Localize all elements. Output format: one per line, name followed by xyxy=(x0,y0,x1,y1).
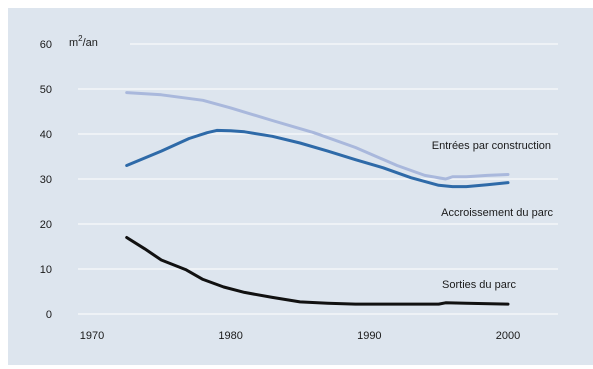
x-tick-label-2000: 2000 xyxy=(496,330,520,342)
chart-panel: 0 10 20 30 40 50 60 1970 1980 1990 2000 m2/an Entr… xyxy=(8,8,593,365)
y-tick-label-20: 20 xyxy=(40,219,52,231)
x-tick-label-1980: 1980 xyxy=(218,330,242,342)
series-layer xyxy=(125,91,510,306)
y-tick-label-10: 10 xyxy=(40,264,52,276)
grid-layer xyxy=(78,43,558,315)
y-unit-superscript: 2 xyxy=(78,34,83,43)
series-line-accroissement xyxy=(125,128,510,189)
y-tick-label-0: 0 xyxy=(46,309,52,321)
y-unit-label: m2/an xyxy=(69,34,98,49)
x-tick-label-1990: 1990 xyxy=(357,330,381,342)
series-label-entrees: Entrées par construction xyxy=(432,140,551,152)
y-tick-label-50: 50 xyxy=(40,84,52,96)
series-line-entrees xyxy=(125,91,510,181)
x-tick-label-1970: 1970 xyxy=(80,330,104,342)
tick-layer: 0 10 20 30 40 50 60 1970 1980 1990 2000 xyxy=(40,39,520,342)
series-line-sorties xyxy=(125,236,510,306)
y-unit-base: m xyxy=(69,37,78,49)
series-label-sorties: Sorties du parc xyxy=(442,279,516,291)
y-unit-rest: /an xyxy=(83,37,98,49)
y-tick-label-30: 30 xyxy=(40,174,52,186)
line-chart: 0 10 20 30 40 50 60 1970 1980 1990 2000 m2/an Entr… xyxy=(40,34,558,342)
y-tick-label-60: 60 xyxy=(40,39,52,51)
series-label-accroissement: Accroissement du parc xyxy=(441,207,553,219)
y-tick-label-40: 40 xyxy=(40,129,52,141)
